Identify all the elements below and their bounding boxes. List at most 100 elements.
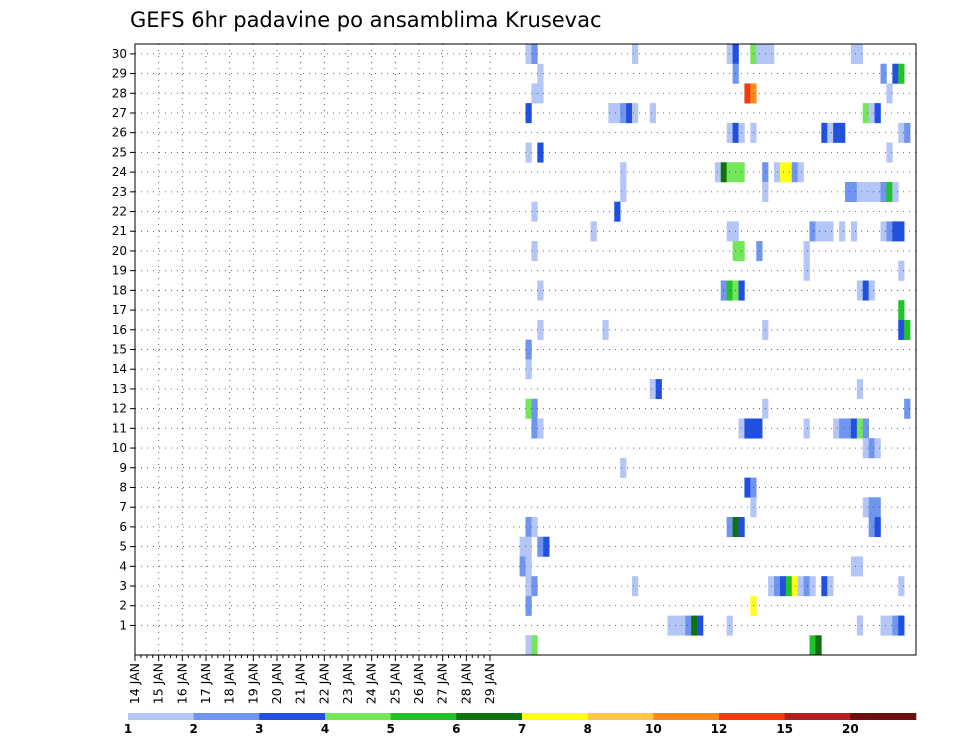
colorbar-swatch xyxy=(325,713,391,720)
y-tick-label: 15 xyxy=(112,343,127,357)
y-tick-label: 21 xyxy=(112,224,127,238)
heatmap-cell xyxy=(898,63,905,84)
colorbar-label: 3 xyxy=(255,722,263,736)
heatmap-cell xyxy=(655,379,662,400)
heatmap-cell xyxy=(525,339,532,360)
x-tick-label: 28 JAN xyxy=(458,663,473,704)
heatmap-cell xyxy=(886,83,893,104)
y-tick-label: 26 xyxy=(112,126,127,140)
heatmap-cell xyxy=(880,181,887,202)
heatmap-cell xyxy=(880,63,887,84)
colorbar-swatch xyxy=(653,713,720,720)
x-tick-label: 14 JAN xyxy=(127,663,142,704)
y-tick-label: 27 xyxy=(112,106,127,120)
heatmap-cell xyxy=(785,576,793,597)
heatmap-cell xyxy=(531,517,538,538)
y-tick-label: 13 xyxy=(112,382,127,396)
heatmap-cell xyxy=(815,221,822,242)
heatmap-cell xyxy=(874,103,881,124)
y-tick-label: 4 xyxy=(119,559,127,573)
y-tick-label: 24 xyxy=(112,165,127,179)
heatmap-cell xyxy=(525,595,532,616)
heatmap-cell xyxy=(632,103,639,124)
heatmap-cell xyxy=(839,122,846,143)
x-tick-label: 17 JAN xyxy=(198,663,213,704)
heatmap-cell xyxy=(626,103,633,124)
colorbar-label: 15 xyxy=(776,722,793,736)
heatmap-cell xyxy=(850,221,858,242)
heatmap-cell xyxy=(868,280,875,301)
y-tick-label: 3 xyxy=(119,579,127,593)
heatmap-cell xyxy=(898,615,905,636)
y-tick-label: 14 xyxy=(112,362,127,376)
colorbar-label: 7 xyxy=(518,722,526,736)
colorbar-label: 4 xyxy=(321,722,329,736)
heatmap-cell xyxy=(537,83,544,104)
heatmap-cell xyxy=(531,44,538,65)
heatmap-cell xyxy=(537,319,544,340)
heatmap-cell xyxy=(803,260,810,281)
heatmap-cell xyxy=(519,536,526,557)
heatmap-cell xyxy=(880,615,887,636)
heatmap-cell xyxy=(525,517,532,538)
heatmap-cell xyxy=(850,44,858,65)
heatmap-cell xyxy=(880,221,887,242)
heatmap-cell xyxy=(531,635,538,656)
heatmap-cell xyxy=(850,181,858,202)
heatmap-cell xyxy=(809,221,816,242)
colorbar-swatch xyxy=(193,713,260,720)
heatmap-cell xyxy=(868,181,875,202)
heatmap-cell xyxy=(868,497,875,518)
heatmap-cell xyxy=(904,319,911,340)
heatmap-cell xyxy=(850,418,858,439)
heatmap-cell xyxy=(856,615,864,636)
y-tick-label: 7 xyxy=(119,500,127,514)
heatmap-cell xyxy=(525,536,532,557)
heatmap-cell xyxy=(856,44,864,65)
heatmap-cell xyxy=(691,615,698,636)
heatmap-cell xyxy=(620,181,627,202)
heatmap-cell xyxy=(697,615,704,636)
heatmap-cell xyxy=(815,635,822,656)
y-tick-label: 16 xyxy=(112,323,127,337)
heatmap-cell xyxy=(862,280,869,301)
y-tick-label: 29 xyxy=(112,67,127,81)
colorbar-swatch xyxy=(390,713,457,720)
heatmap-cell xyxy=(874,181,881,202)
x-tick-label: 21 JAN xyxy=(293,663,308,704)
heatmap-cell xyxy=(862,497,869,518)
y-axis: 1234567891011121314151617181920212223242… xyxy=(112,47,135,632)
y-tick-label: 28 xyxy=(112,86,127,100)
heatmap-cell xyxy=(519,556,526,577)
heatmap-cells xyxy=(519,44,911,656)
heatmap-cell xyxy=(892,63,899,84)
heatmap-cell xyxy=(827,576,834,597)
heatmap-cell xyxy=(803,241,810,262)
y-tick-label: 11 xyxy=(112,421,127,435)
heatmap-cell xyxy=(797,162,804,183)
heatmap-cell xyxy=(862,418,869,439)
heatmap-cell xyxy=(537,418,544,439)
y-tick-label: 10 xyxy=(112,441,127,455)
y-tick-label: 6 xyxy=(119,520,127,534)
heatmap-cell xyxy=(525,103,532,124)
colorbar-swatch xyxy=(719,713,785,720)
y-tick-label: 30 xyxy=(112,47,127,61)
heatmap-cell xyxy=(531,418,538,439)
colorbar-label: 10 xyxy=(645,722,662,736)
heatmap-cell xyxy=(874,438,881,459)
heatmap-cell xyxy=(892,181,899,202)
x-tick-label: 15 JAN xyxy=(151,663,166,704)
y-tick-label: 5 xyxy=(119,540,127,554)
y-tick-label: 17 xyxy=(112,303,127,317)
heatmap-cell xyxy=(886,615,893,636)
heatmap-cell xyxy=(537,63,544,84)
heatmap-cell xyxy=(833,418,840,439)
heatmap-cell xyxy=(898,300,905,321)
colorbar-swatch xyxy=(128,713,194,720)
heatmap-cell xyxy=(531,83,538,104)
heatmap-cell xyxy=(531,398,538,419)
colorbar-swatch xyxy=(456,713,523,720)
heatmap-cell xyxy=(785,162,793,183)
x-tick-label: 25 JAN xyxy=(387,663,402,704)
